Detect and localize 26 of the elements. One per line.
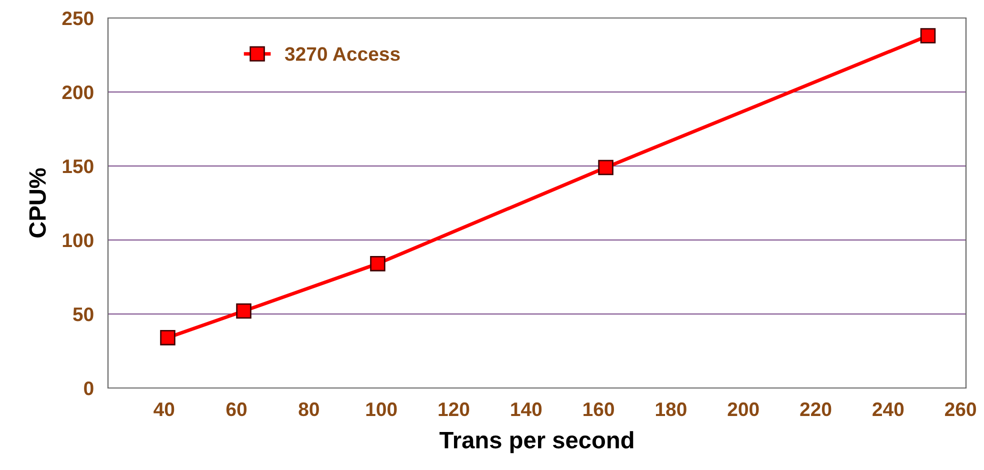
x-tick-label: 200: [728, 402, 759, 416]
y-tick-label: 250: [62, 11, 94, 26]
point: [598, 160, 614, 176]
y-tick-label: 0: [84, 381, 94, 396]
x-axis-title: Trans per second: [440, 431, 634, 454]
x-tick-label: 120: [438, 402, 470, 416]
x-tick-label: 60: [226, 402, 247, 416]
y-axis-title: CPU%: [29, 168, 46, 238]
x-tick-label: 40: [154, 402, 174, 416]
x-tick-label: 240: [872, 402, 904, 416]
y-tick-label: 200: [62, 85, 94, 100]
x-tick-label: 160: [584, 402, 614, 416]
point: [236, 303, 252, 319]
x-tick-label: 100: [366, 402, 397, 416]
x-tick-label: 80: [298, 402, 319, 416]
point: [370, 256, 386, 272]
x-tick-label: 260: [945, 402, 976, 416]
x-tick-label: 140: [511, 402, 542, 416]
point: [920, 28, 936, 44]
y-tick-label: 50: [73, 307, 94, 322]
x-tick-label: 220: [800, 402, 832, 416]
point: [160, 330, 176, 346]
x-tick-label: 180: [656, 402, 686, 416]
legend-label: 3270 Access: [284, 47, 400, 61]
y-tick-label: 100: [62, 233, 94, 248]
y-tick-label: 150: [62, 159, 94, 174]
